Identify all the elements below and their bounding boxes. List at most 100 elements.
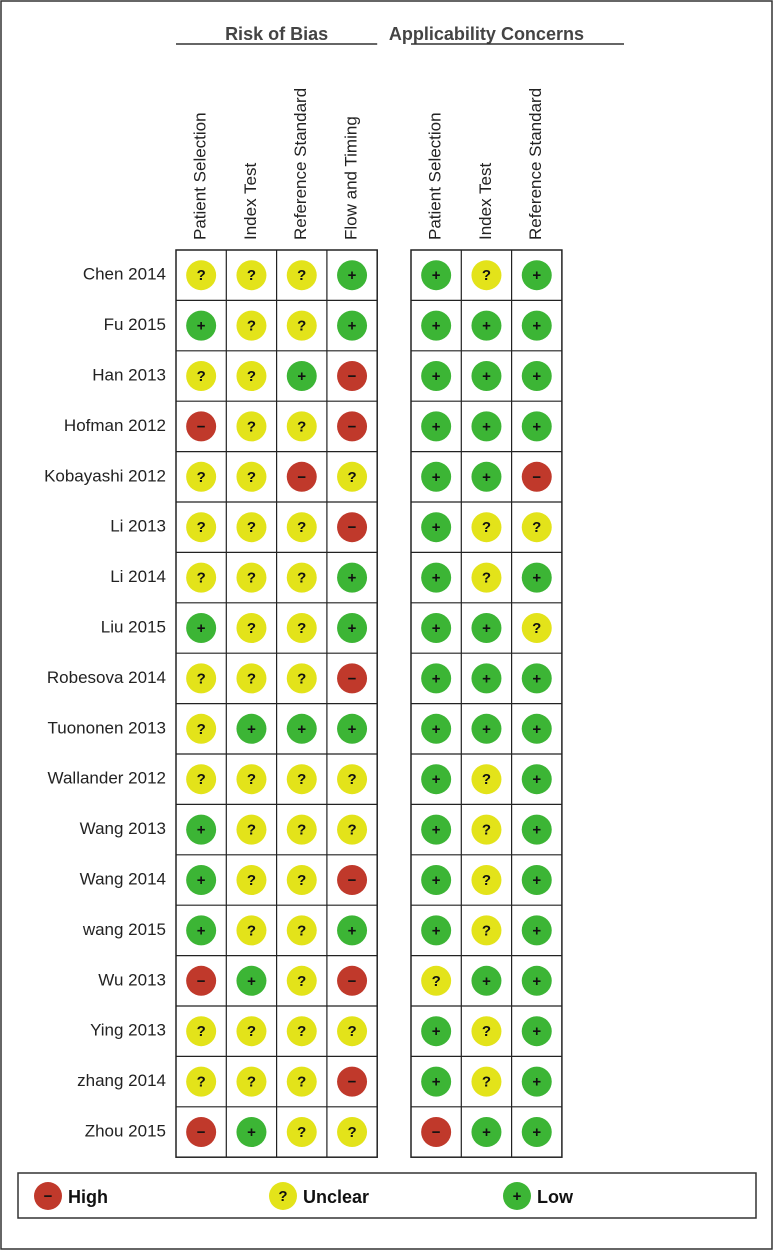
legend-symbol: ?: [278, 1188, 287, 1205]
judgment-circle: [286, 1117, 317, 1147]
group-title: Applicability Concerns: [389, 24, 584, 44]
judgment-symbol: +: [532, 872, 541, 889]
judgment-circle: [471, 865, 502, 895]
judgment-circle: [521, 613, 552, 643]
group-title: Risk of Bias: [225, 24, 328, 44]
legend-swatch: [503, 1182, 531, 1210]
judgment-symbol: ?: [247, 771, 256, 788]
judgment-circle: [521, 1066, 552, 1097]
judgment-symbol: ?: [197, 469, 206, 486]
judgment-circle: [521, 1117, 552, 1147]
judgment-symbol: ?: [247, 872, 256, 889]
judgment-symbol: ?: [247, 1074, 256, 1091]
judgment-symbol: +: [532, 267, 541, 284]
judgment-symbol: ?: [197, 267, 206, 284]
judgment-circle: [521, 562, 552, 593]
judgment-symbol: +: [197, 872, 206, 889]
judgment-circle: [421, 260, 452, 291]
study-label: Wang 2013: [80, 819, 166, 838]
judgment-symbol: ?: [297, 822, 306, 839]
judgment-circle: [471, 461, 502, 492]
judgment-symbol: ?: [197, 721, 206, 738]
judgment-symbol: −: [348, 670, 357, 687]
judgment-circle: [521, 915, 552, 946]
study-label: Ying 2013: [90, 1021, 166, 1040]
judgment-symbol: ?: [197, 519, 206, 536]
study-label: Hofman 2012: [64, 416, 166, 435]
judgment-symbol: −: [297, 469, 306, 486]
judgment-symbol: ?: [297, 519, 306, 536]
judgment-circle: [471, 260, 502, 291]
judgment-symbol: +: [247, 973, 256, 990]
legend-label: Low: [537, 1187, 574, 1207]
judgment-circle: [236, 461, 267, 492]
column-header: Patient Selection: [191, 112, 210, 240]
judgment-circle: [471, 965, 502, 996]
judgment-symbol: ?: [247, 1023, 256, 1040]
judgment-circle: [236, 1066, 267, 1097]
judgment-symbol: +: [197, 318, 206, 335]
study-label: Fu 2015: [104, 315, 166, 334]
judgment-symbol: ?: [532, 519, 541, 536]
judgment-circle: [286, 663, 317, 694]
judgment-circle: [337, 361, 368, 391]
judgment-symbol: −: [348, 368, 357, 385]
judgment-circle: [521, 713, 552, 744]
judgment-circle: [286, 713, 317, 744]
judgment-symbol: ?: [247, 318, 256, 335]
judgment-symbol: ?: [482, 872, 491, 889]
judgment-symbol: ?: [297, 318, 306, 335]
judgment-circle: [286, 613, 317, 643]
judgment-symbol: +: [432, 1023, 441, 1040]
judgment-circle: [186, 310, 217, 341]
judgment-symbol: −: [197, 973, 206, 990]
judgment-symbol: ?: [482, 771, 491, 788]
judgment-symbol: ?: [247, 822, 256, 839]
judgment-circle: [337, 814, 368, 845]
judgment-symbol: ?: [297, 1124, 306, 1141]
judgment-symbol: +: [482, 469, 491, 486]
judgment-symbol: ?: [297, 267, 306, 284]
judgment-symbol: −: [348, 418, 357, 435]
judgment-symbol: ?: [297, 1023, 306, 1040]
judgment-circle: [421, 613, 452, 643]
judgment-symbol: +: [532, 318, 541, 335]
study-label: Wallander 2012: [48, 769, 166, 788]
judgment-symbol: +: [197, 620, 206, 637]
judgment-symbol: −: [348, 973, 357, 990]
judgment-circle: [521, 814, 552, 845]
judgment-symbol: +: [432, 318, 441, 335]
judgment-circle: [186, 865, 217, 895]
judgment-circle: [521, 764, 552, 795]
judgment-symbol: ?: [297, 872, 306, 889]
judgment-circle: [286, 965, 317, 996]
judgment-circle: [337, 663, 368, 694]
judgment-symbol: ?: [297, 1074, 306, 1091]
judgment-symbol: +: [247, 1124, 256, 1141]
judgment-symbol: ?: [482, 1074, 491, 1091]
judgment-symbol: +: [482, 418, 491, 435]
legend-label: High: [68, 1187, 108, 1207]
judgment-symbol: +: [297, 368, 306, 385]
judgment-symbol: ?: [347, 822, 356, 839]
study-label: Tuononen 2013: [48, 718, 166, 737]
judgment-circle: [471, 663, 502, 694]
judgment-circle: [521, 965, 552, 996]
judgment-symbol: −: [432, 1124, 441, 1141]
judgment-circle: [186, 613, 217, 643]
judgment-symbol: +: [482, 721, 491, 738]
judgment-circle: [337, 260, 368, 291]
judgment-symbol: ?: [432, 973, 441, 990]
judgment-symbol: ?: [347, 1124, 356, 1141]
judgment-circle: [471, 310, 502, 341]
judgment-circle: [521, 260, 552, 291]
judgment-circle: [186, 713, 217, 744]
judgment-circle: [286, 1066, 317, 1097]
judgment-symbol: +: [432, 620, 441, 637]
study-label: Robesova 2014: [47, 668, 166, 687]
judgment-circle: [421, 512, 452, 543]
judgment-circle: [421, 361, 452, 391]
judgment-symbol: ?: [247, 469, 256, 486]
